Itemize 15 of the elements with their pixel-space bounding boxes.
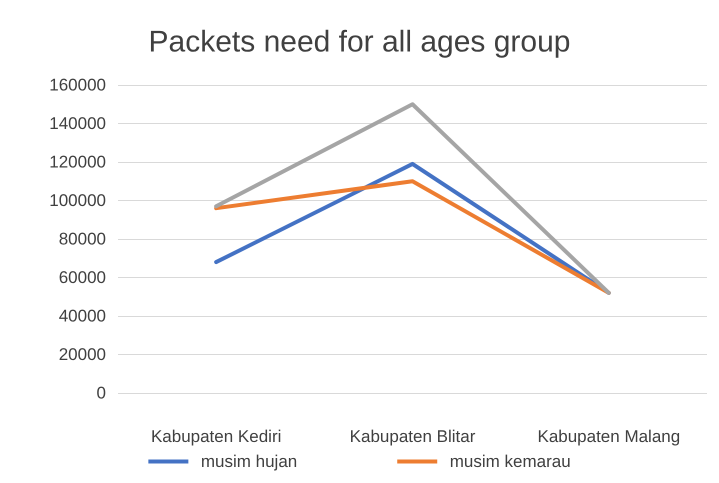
- x-tick-label: Kabupaten Kediri: [150, 427, 282, 446]
- y-tick-label: 60000: [58, 268, 106, 287]
- y-tick-label: 20000: [58, 345, 106, 364]
- y-tick-label: 120000: [49, 152, 106, 172]
- y-tick-label: 140000: [49, 114, 106, 133]
- x-tick-label: Kabupaten Blitar: [350, 427, 476, 446]
- x-tick-label: Kabupaten Malang: [537, 427, 680, 446]
- y-tick-label: 80000: [58, 230, 106, 248]
- legend-label: musim kemarau: [450, 452, 571, 471]
- y-tick-label: 0: [96, 384, 106, 402]
- y-tick-label: 160000: [49, 76, 106, 94]
- chart-title: Packets need for all ages group: [148, 26, 570, 58]
- y-tick-label: 40000: [58, 306, 106, 326]
- y-tick-label: 100000: [49, 191, 106, 210]
- legend-label: musim hujan: [200, 452, 298, 471]
